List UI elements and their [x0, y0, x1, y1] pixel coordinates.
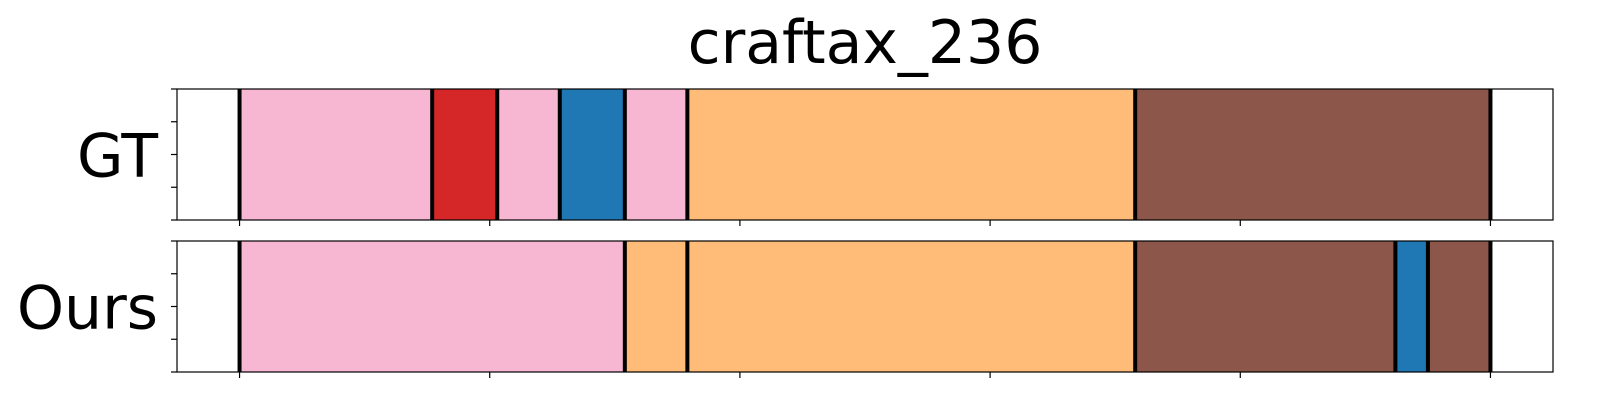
segment-bar: [559, 89, 625, 220]
segment-bar: [497, 89, 560, 220]
segment-bar: [1427, 241, 1491, 372]
segment-bar: [1395, 241, 1428, 372]
row-gt: GT: [77, 88, 1554, 226]
segment-bar: [624, 89, 688, 220]
segment-bar: [1135, 241, 1396, 372]
segment-bar: [624, 241, 688, 372]
segment-bar: [239, 241, 625, 372]
chart-title: craftax_236: [688, 8, 1043, 78]
segment-bar: [687, 89, 1136, 220]
segment-bar: [687, 241, 1136, 372]
segment-bar: [1135, 89, 1491, 220]
row-ours: Ours: [17, 240, 1554, 378]
rows-layer: GT Ours: [17, 88, 1554, 378]
row-label: Ours: [17, 274, 158, 344]
segment-bar: [432, 89, 498, 220]
segment-bar: [239, 89, 433, 220]
row-label: GT: [77, 122, 158, 192]
